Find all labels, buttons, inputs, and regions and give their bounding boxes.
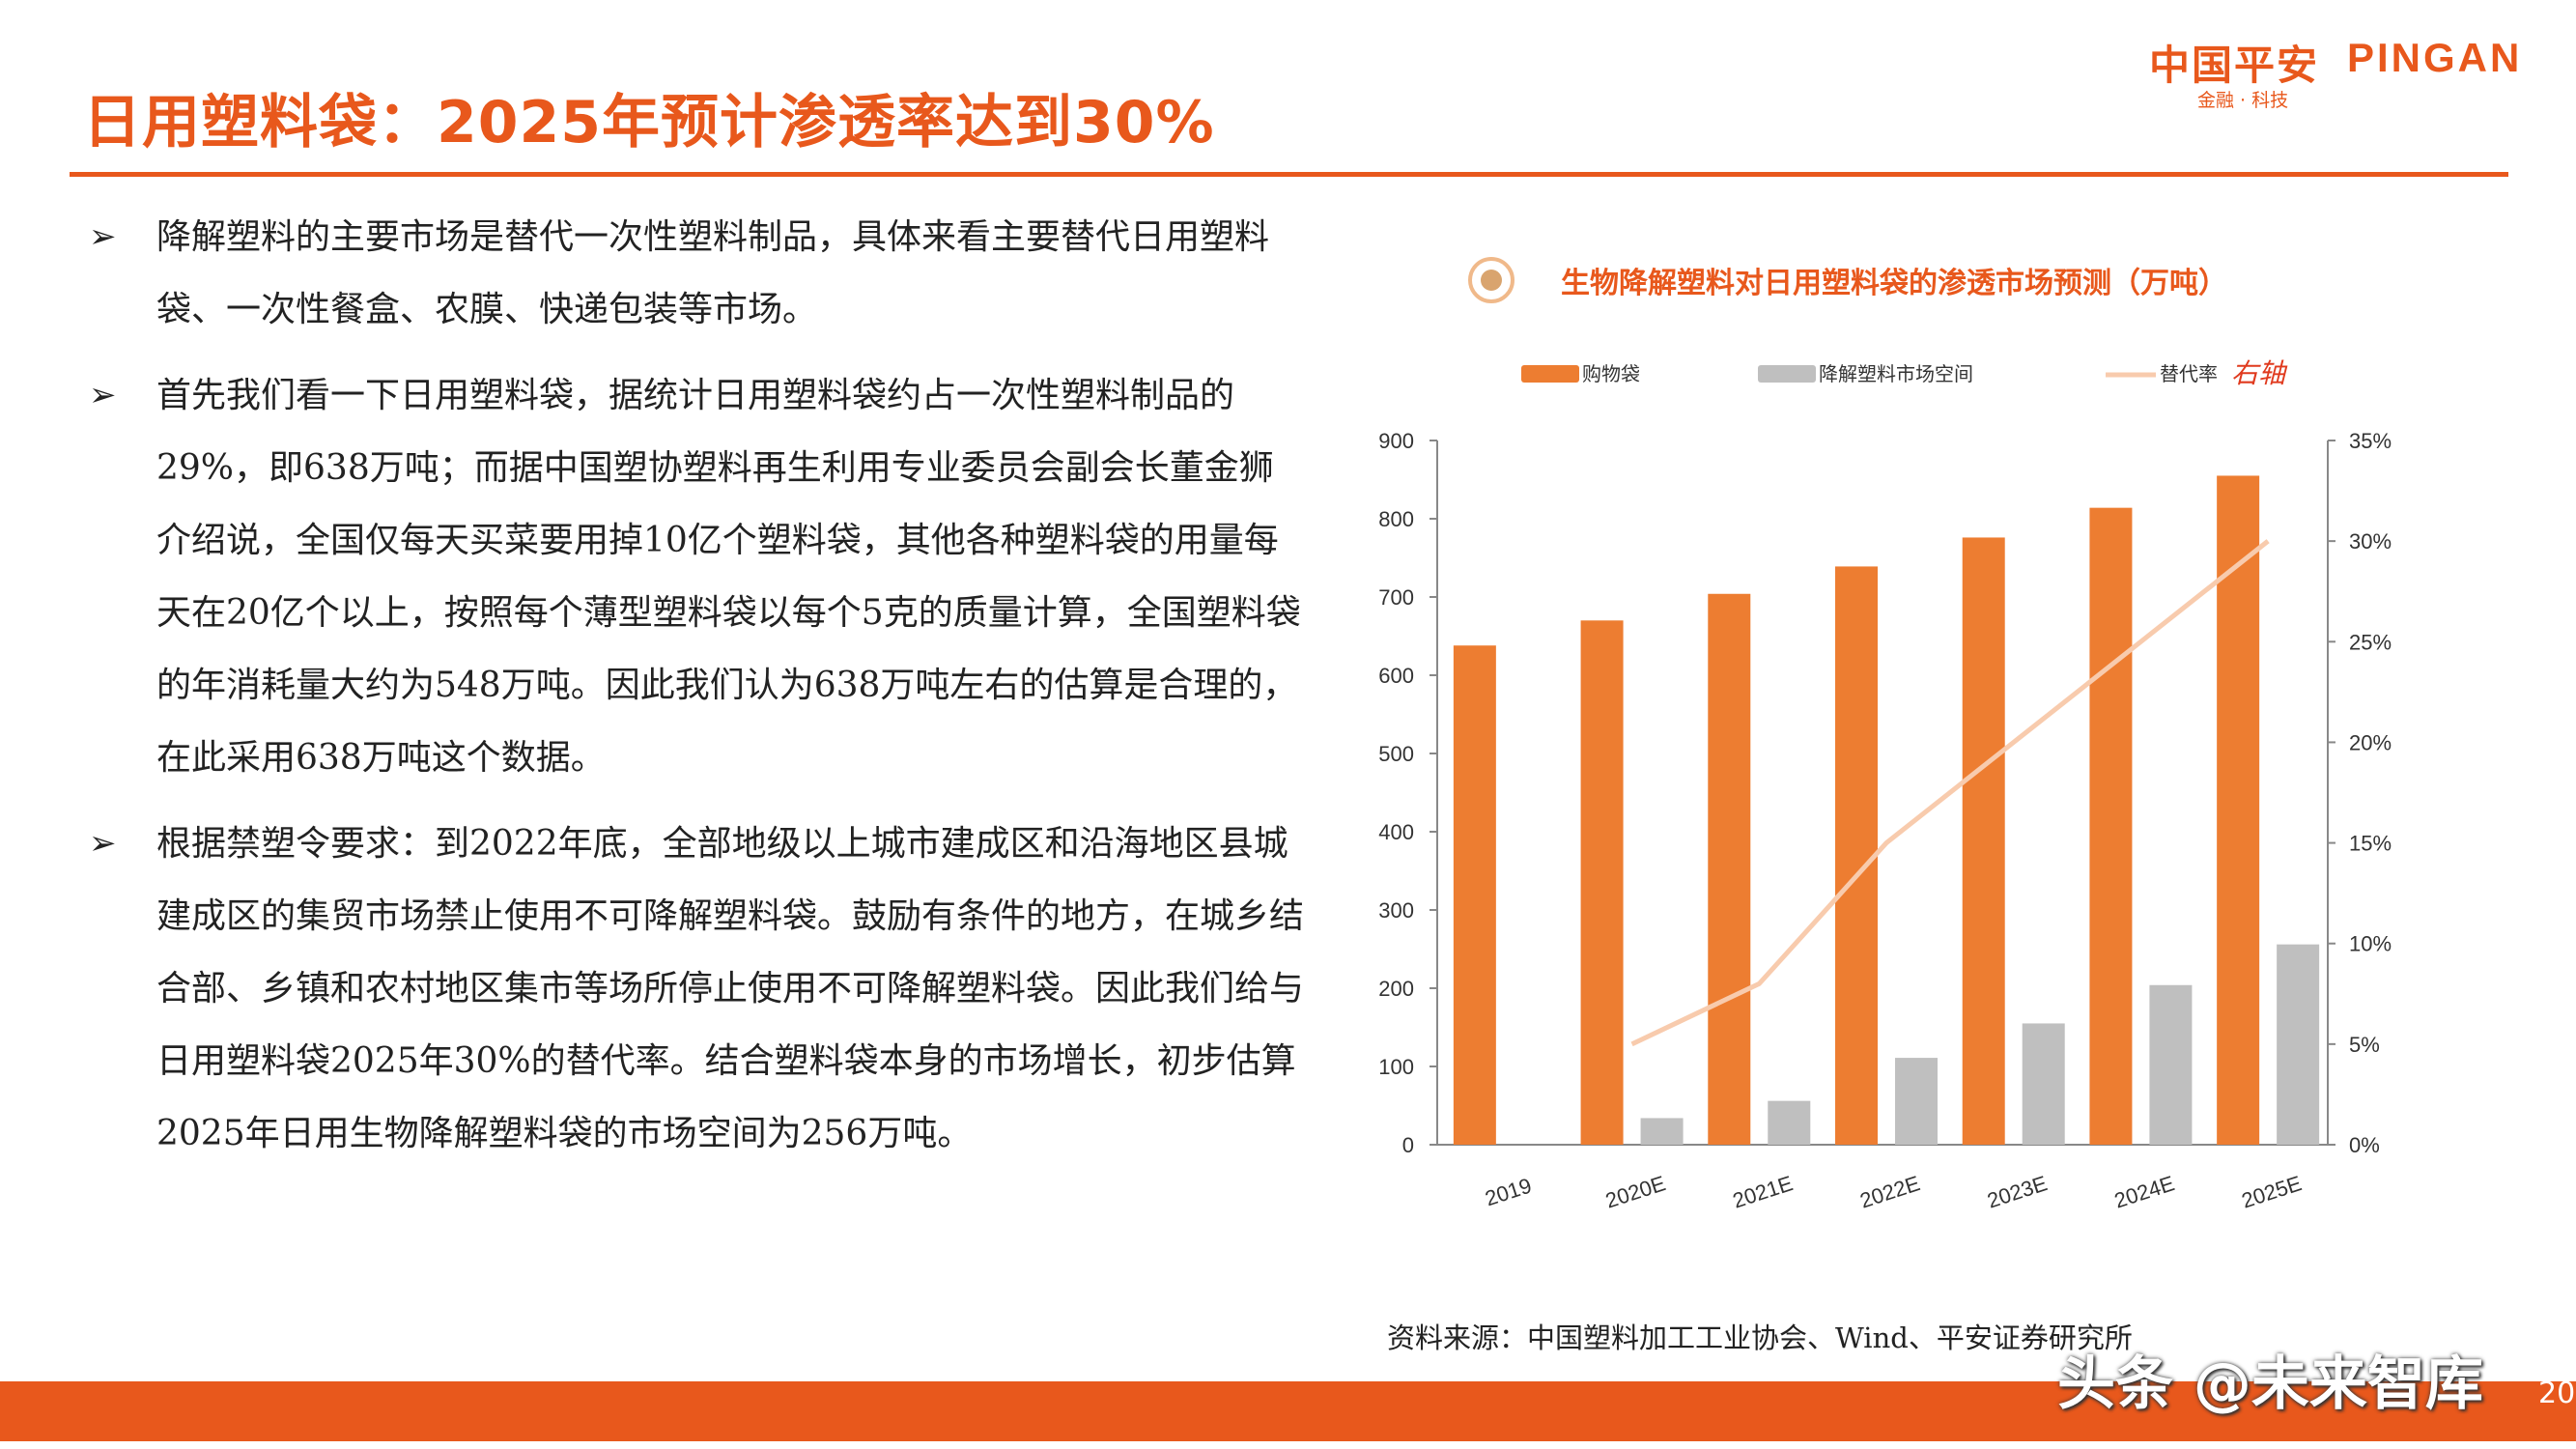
bar-shopping-bag (1835, 566, 1878, 1145)
bullet-list: ➢ 降解塑料的主要市场是替代一次性塑料制品，具体来看主要替代日用塑料袋、一次性餐… (87, 201, 1304, 1170)
y-tick-label: 800 (1378, 507, 1414, 531)
bullet-item: ➢ 降解塑料的主要市场是替代一次性塑料制品，具体来看主要替代日用塑料袋、一次性餐… (87, 201, 1304, 346)
y2-tick-label: 10% (2349, 932, 2392, 956)
y-tick-label: 400 (1378, 820, 1414, 844)
x-tick-label: 2023E (1984, 1171, 2050, 1212)
y-tick-label: 100 (1378, 1055, 1414, 1079)
y-tick-label: 600 (1378, 664, 1414, 688)
bullet-text: 首先我们看一下日用塑料袋，据统计日用塑料袋约占一次性塑料制品的29%，即638万… (156, 376, 1301, 778)
source-note: 资料来源：中国塑料加工工业协会、Wind、平安证券研究所 (1387, 1321, 2133, 1354)
watermark: 头条 @未来智库 (2057, 1350, 2483, 1418)
y-tick-label: 500 (1378, 742, 1414, 766)
y2-tick-label: 5% (2349, 1033, 2380, 1057)
bullet-arrow-icon: ➢ (89, 376, 117, 414)
target-icon (1468, 257, 1514, 303)
bar-degradable-market (2022, 1023, 2065, 1145)
y-tick-label: 700 (1378, 585, 1414, 610)
bar-shopping-bag (1962, 537, 2005, 1145)
y-tick-label: 300 (1378, 898, 1414, 923)
y2-tick-label: 0% (2349, 1133, 2380, 1157)
chart-title: 生物降解塑料对日用塑料袋的渗透市场预测（万吨） (1561, 267, 2227, 300)
x-tick-label: 2020E (1602, 1171, 1668, 1212)
legend-swatch-degradable-market (1758, 365, 1816, 383)
page-number: 20 (2538, 1377, 2576, 1410)
legend-label: 购物袋 (1582, 362, 1640, 385)
y-tick-label: 200 (1378, 977, 1414, 1001)
bullet-item: ➢ 首先我们看一下日用塑料袋，据统计日用塑料袋约占一次性塑料制品的29%，即63… (87, 359, 1304, 794)
y2-tick-label: 15% (2349, 832, 2392, 856)
bar-shopping-bag (1580, 620, 1624, 1145)
chart-heading: 生物降解塑料对日用塑料袋的渗透市场预测（万吨） (1468, 253, 2227, 307)
footer-band (0, 1381, 2576, 1441)
bar-shopping-bag (1453, 645, 1496, 1145)
legend-right-axis-note: 右轴 (2231, 357, 2288, 389)
x-tick-label: 2025E (2239, 1171, 2305, 1212)
legend-label: 替代率 (2160, 362, 2218, 385)
bar-degradable-market (2277, 944, 2320, 1145)
bar-degradable-market (1640, 1118, 1684, 1145)
bullet-text: 根据禁塑令要求：到2022年底，全部地级以上城市建成区和沿海地区县城建成区的集贸… (156, 824, 1305, 1153)
legend-swatch-shopping-bag (1521, 365, 1579, 383)
legend-label: 降解塑料市场空间 (1819, 362, 1973, 385)
y2-tick-label: 35% (2349, 429, 2392, 453)
line-substitution-rate (1630, 539, 2270, 1047)
chart: 0 100 200 300 400 500 600 700 800 900 0% 5% 10% 15% 20… (1378, 357, 2392, 1213)
bullet-item: ➢ 根据禁塑令要求：到2022年底，全部地级以上城市建成区和沿海地区县城建成区的… (87, 808, 1304, 1170)
y-tick-label: 900 (1378, 429, 1414, 453)
y2-tick-label: 20% (2349, 730, 2392, 754)
bar-shopping-bag (2089, 507, 2133, 1145)
bar-shopping-bag (2217, 475, 2260, 1145)
bar-degradable-market (1895, 1058, 1938, 1145)
bullet-arrow-icon: ➢ (89, 217, 117, 256)
y2-tick-label: 25% (2349, 630, 2392, 654)
bar-degradable-market (1768, 1100, 1811, 1145)
logo-tagline: 金融 · 科技 (2197, 90, 2289, 111)
bar-shopping-bag (1708, 593, 1751, 1145)
logo-english-text: PINGAN (2347, 35, 2523, 80)
x-tick-label: 2022E (1857, 1171, 1923, 1212)
y2-tick-label: 30% (2349, 529, 2392, 554)
x-tick-label: 2021E (1730, 1171, 1796, 1212)
x-tick-label: 2019 (1482, 1173, 1534, 1210)
pingan-logo: 中国平安 PINGAN 金融 · 科技 (2149, 33, 2555, 120)
bullet-arrow-icon: ➢ (89, 824, 117, 863)
x-tick-label: 2024E (2111, 1171, 2177, 1212)
title-underline (70, 172, 2508, 177)
logo-chinese-text: 中国平安 (2149, 42, 2320, 89)
bar-degradable-market (2149, 984, 2193, 1145)
y-tick-label: 0 (1402, 1133, 1414, 1157)
bullet-text: 降解塑料的主要市场是替代一次性塑料制品，具体来看主要替代日用塑料袋、一次性餐盒、… (156, 217, 1270, 329)
footer-strip (0, 1441, 2576, 1449)
page-title: 日用塑料袋：2025年预计渗透率达到30% (83, 89, 1215, 156)
